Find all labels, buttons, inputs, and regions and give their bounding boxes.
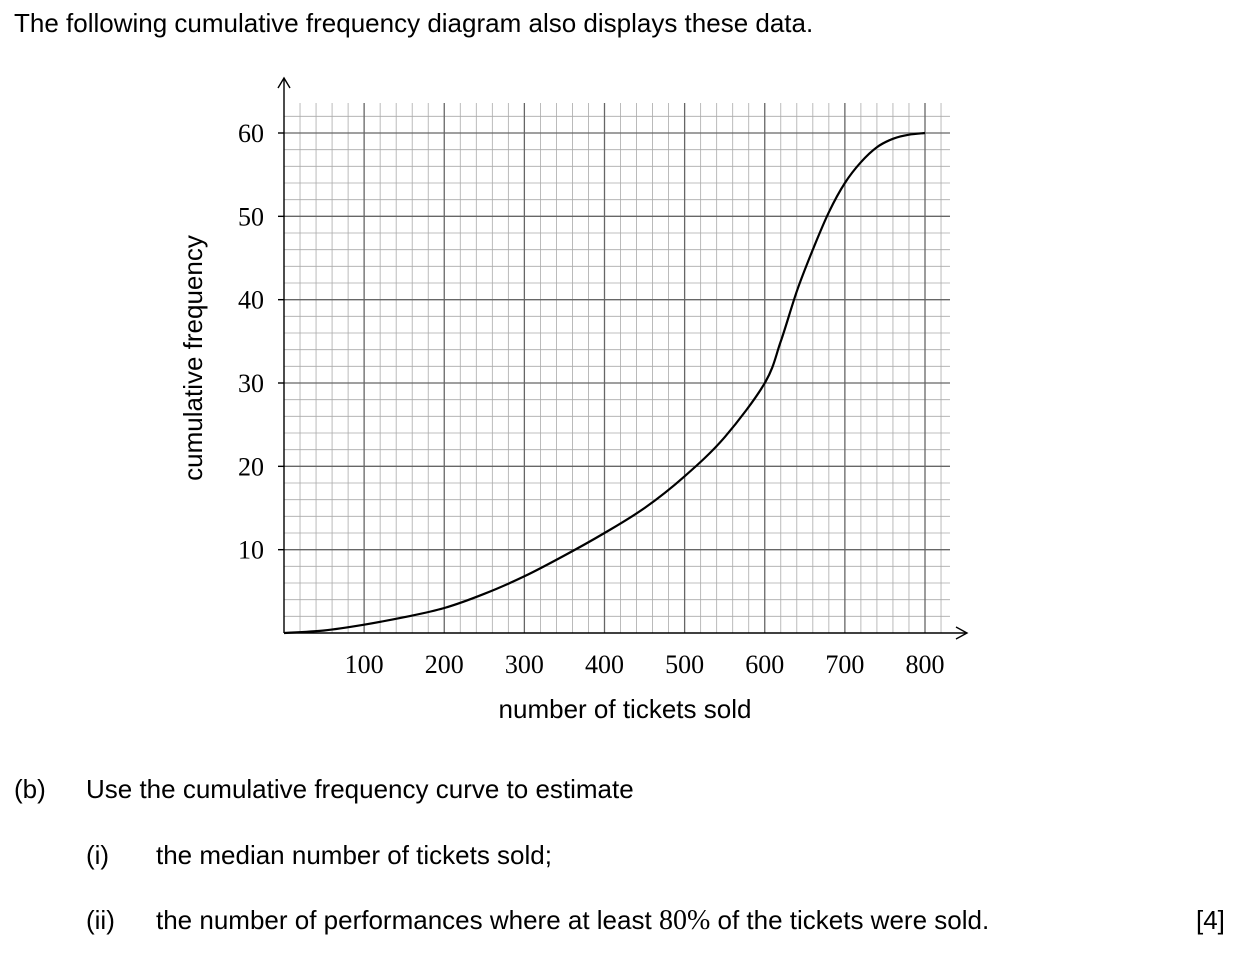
part-i-text: the median number of tickets sold; (156, 840, 552, 870)
part-ii-text-after: of the tickets were sold. (717, 905, 990, 935)
grid-major (284, 103, 950, 633)
grid-minor (284, 103, 950, 633)
part-i-label: (i) (86, 840, 110, 870)
y-tick-label: 10 (238, 536, 264, 565)
x-tick-label: 600 (745, 650, 784, 679)
x-tick-label: 800 (906, 650, 945, 679)
part-ii-percentage: 80% (658, 905, 711, 936)
y-tick-label: 30 (238, 369, 264, 398)
part-ii-text: the number of performances where at leas… (156, 905, 989, 937)
x-axis-title: number of tickets sold (499, 694, 752, 724)
x-tick-label: 700 (825, 650, 864, 679)
y-tick-label: 40 (238, 286, 264, 315)
x-tick-label: 200 (425, 650, 464, 679)
x-tick-label: 500 (665, 650, 704, 679)
y-tick-label: 20 (238, 452, 264, 481)
y-tick-label: 50 (238, 202, 264, 231)
part-b-label: (b) (14, 774, 46, 804)
intro-text: The following cumulative frequency diagr… (14, 8, 814, 38)
x-tick-labels: 100 200 300 400 500 600 700 800 (345, 650, 945, 679)
cumulative-frequency-curve (283, 131, 926, 635)
part-ii-text-before: the number of performances where at leas… (156, 905, 652, 935)
y-tick-labels: 10 20 30 40 50 60 (238, 119, 284, 565)
y-axis-arrow (277, 76, 291, 89)
part-ii-label: (ii) (86, 905, 115, 935)
axes (277, 76, 969, 640)
x-tick-label: 300 (505, 650, 544, 679)
marks-label: [4] (1196, 905, 1225, 935)
part-b-text: Use the cumulative frequency curve to es… (86, 774, 634, 804)
cumulative-frequency-chart: 10 20 30 40 50 60 100 200 300 400 500 600 700 800 nu… (178, 76, 969, 724)
x-axis-arrow (955, 626, 969, 640)
x-tick-label: 400 (585, 650, 624, 679)
y-tick-label: 60 (238, 119, 264, 148)
y-axis-title: cumulative frequency (178, 235, 208, 481)
x-tick-label: 100 (345, 650, 384, 679)
